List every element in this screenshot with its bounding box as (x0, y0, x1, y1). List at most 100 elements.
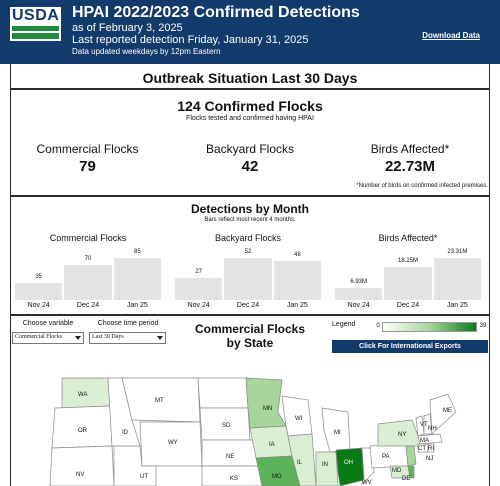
x-axis-tick-label: Dec 24 (76, 302, 100, 309)
state-label: NE (226, 454, 234, 460)
confirmed-flocks-total: 124 Confirmed Flocks (177, 98, 323, 114)
state-label: MA (420, 438, 429, 444)
x-axis-tick-label: Nov 24 (347, 302, 370, 309)
state-label: WV (362, 480, 372, 486)
update-note: Data updated weekdays by 12pm Eastern (72, 47, 221, 56)
commercial-flocks-label: Commercial Flocks (36, 142, 139, 156)
commercial-flocks-value: 79 (79, 158, 96, 175)
chart-bar (384, 267, 432, 300)
state-label: UT (140, 474, 148, 480)
section-divider (10, 314, 490, 316)
backyard-flocks-label: Backyard Flocks (205, 142, 295, 156)
state-label: CT (418, 446, 426, 452)
state-label: NY (398, 432, 406, 438)
period-select[interactable]: Last 30 Days (89, 332, 166, 344)
x-axis-tick-label: Jan 25 (126, 302, 148, 309)
chart-bar (113, 258, 161, 300)
choose-period-label: Choose time period (97, 320, 159, 327)
chart-bar (64, 265, 112, 300)
state-nj[interactable] (405, 445, 417, 467)
bar-value-label: 48 (293, 252, 301, 259)
x-axis-tick-label: Jan 25 (286, 302, 308, 309)
state-label: MN (263, 406, 272, 412)
state-label: NH (428, 426, 437, 432)
page-title: HPAI 2022/2023 Confirmed Detections (72, 4, 360, 21)
variable-select[interactable]: Commercial Flocks (12, 332, 84, 344)
state-mn[interactable] (245, 377, 287, 429)
state-id[interactable] (107, 377, 141, 447)
state-ks[interactable] (201, 465, 267, 486)
as-of-date: as of February 3, 2025 (72, 22, 183, 34)
state-label: WI (295, 416, 303, 422)
state-ma[interactable] (417, 433, 443, 445)
state-label: WY (168, 440, 178, 446)
international-exports-button[interactable]: Click For International Exports (332, 340, 488, 353)
bar-value-label: 18.25M (397, 258, 418, 265)
state-label: MD (392, 468, 402, 474)
state-label: DE (402, 476, 410, 482)
chart-bar (224, 258, 272, 300)
state-label: IN (322, 462, 328, 468)
choose-variable-label: Choose variable (22, 320, 74, 327)
map-title-line1: Commercial Flocks (194, 322, 306, 336)
x-axis-tick-label: Jan 25 (446, 302, 468, 309)
chart-title-birds: Birds Affected* (378, 233, 438, 243)
detections-title: Detections by Month (190, 202, 309, 216)
state-label: ME (443, 408, 452, 414)
bar-value-label: 52 (244, 249, 252, 255)
state-in[interactable] (315, 451, 339, 486)
last-reported-detection: Last reported detection Friday, January … (72, 34, 309, 46)
outbreak-title: Outbreak Situation Last 30 Days (142, 70, 358, 86)
state-nv[interactable] (49, 445, 115, 486)
download-data-link[interactable]: Download Data (422, 31, 480, 40)
state-me[interactable] (429, 393, 457, 435)
legend-min: 0 (376, 323, 380, 329)
chart-bar (273, 261, 321, 300)
state-label: OH (344, 460, 353, 466)
backyard-flocks-value: 42 (241, 158, 259, 175)
x-axis-tick-label: Dec 24 (396, 302, 420, 309)
x-axis-tick-label: Dec 24 (236, 302, 260, 309)
x-axis-tick-label: Nov 24 (27, 302, 50, 309)
logo-text: USDA (12, 7, 60, 24)
state-label: RI (428, 446, 434, 452)
state-label: MI (334, 430, 341, 436)
state-ut[interactable] (113, 445, 157, 486)
legend-max: 39 (479, 323, 487, 329)
state-de[interactable] (407, 465, 415, 479)
x-axis-tick-label: Nov 24 (187, 302, 210, 309)
state-label: IA (269, 442, 275, 448)
map-title-line2: by State (226, 336, 274, 350)
state-label: IL (297, 460, 303, 466)
state-nd[interactable] (197, 377, 249, 409)
state-label: PA (382, 454, 390, 460)
variable-select-value: Commercial Flocks (15, 334, 63, 340)
state-label: NJ (426, 456, 433, 462)
birds-footnote: *Number of birds on confirmed infected p… (356, 183, 488, 189)
birds-affected-value: 22.73M (384, 158, 436, 175)
bar-value-label: 85 (133, 249, 141, 255)
state-or[interactable] (51, 405, 113, 449)
state-label: KS (230, 476, 238, 482)
state-ri[interactable] (427, 443, 435, 453)
logo-field-line (12, 31, 59, 33)
chevron-down-icon (75, 336, 81, 340)
bar-value-label: 70 (84, 256, 92, 263)
chevron-down-icon (157, 336, 163, 340)
confirmed-flocks-subtitle: Flocks tested and confirmed having HPAI (186, 115, 314, 122)
state-il[interactable] (287, 433, 317, 486)
right-border (489, 64, 490, 486)
state-mo[interactable] (255, 455, 301, 486)
bar-value-label: 27 (195, 269, 202, 276)
us-state-map[interactable]: WA OR ID MT WY NV UT MN SD NE KS WI IA M… (0, 360, 500, 486)
state-label: OR (78, 428, 88, 434)
birds-affected-label: Birds Affected* (370, 142, 450, 156)
chart-bar (433, 258, 481, 300)
state-label: NV (76, 472, 84, 478)
chart-bar (335, 287, 383, 300)
section-divider (10, 88, 490, 90)
chart-bar (175, 278, 223, 300)
chart-title-backyard: Backyard Flocks (214, 233, 282, 243)
state-oh[interactable] (335, 447, 365, 486)
chart-title-commercial: Commercial Flocks (49, 233, 127, 243)
